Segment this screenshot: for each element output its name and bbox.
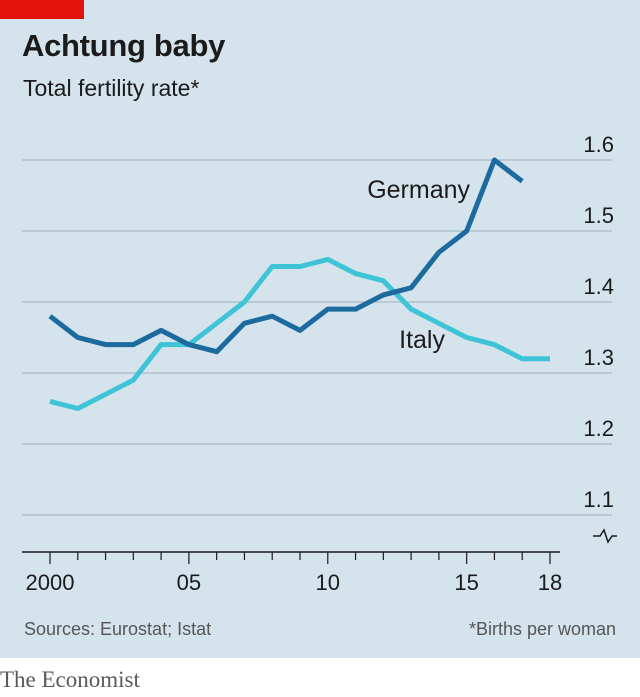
y-tick-label: 1.4 — [583, 274, 614, 299]
axis-break-icon — [593, 528, 617, 544]
series-line-germany — [48, 157, 524, 355]
series-label-italy: Italy — [399, 326, 445, 354]
y-tick-label: 1.6 — [583, 132, 614, 157]
footnote: *Births per woman — [468, 619, 616, 639]
y-tick-label: 1.2 — [583, 416, 614, 441]
chart-subtitle: Total fertility rate* — [23, 75, 200, 101]
series-label-germany: Germany — [367, 176, 470, 204]
series-line-italy — [49, 256, 550, 411]
y-tick-label: 1.5 — [583, 203, 614, 228]
brand-red-tag — [0, 0, 84, 19]
economist-logo-text: The Economist — [0, 667, 140, 692]
x-tick-label: 18 — [538, 570, 562, 595]
line-chart: 1.6 1.5 1.4 1.3 1.2 1.1 2000 05 10 15 18 Germany Ita… — [22, 132, 617, 595]
x-tick-label: 2000 — [26, 570, 75, 595]
x-tick-label: 15 — [454, 570, 478, 595]
sources-note: Sources: Eurostat; Istat — [24, 619, 212, 639]
y-tick-label: 1.3 — [583, 345, 614, 370]
x-tick-label: 10 — [316, 570, 340, 595]
chart-panel — [0, 0, 640, 658]
y-tick-label: 1.1 — [583, 487, 614, 512]
x-tick-label: 05 — [177, 570, 201, 595]
chart-title: Achtung baby — [22, 28, 226, 63]
